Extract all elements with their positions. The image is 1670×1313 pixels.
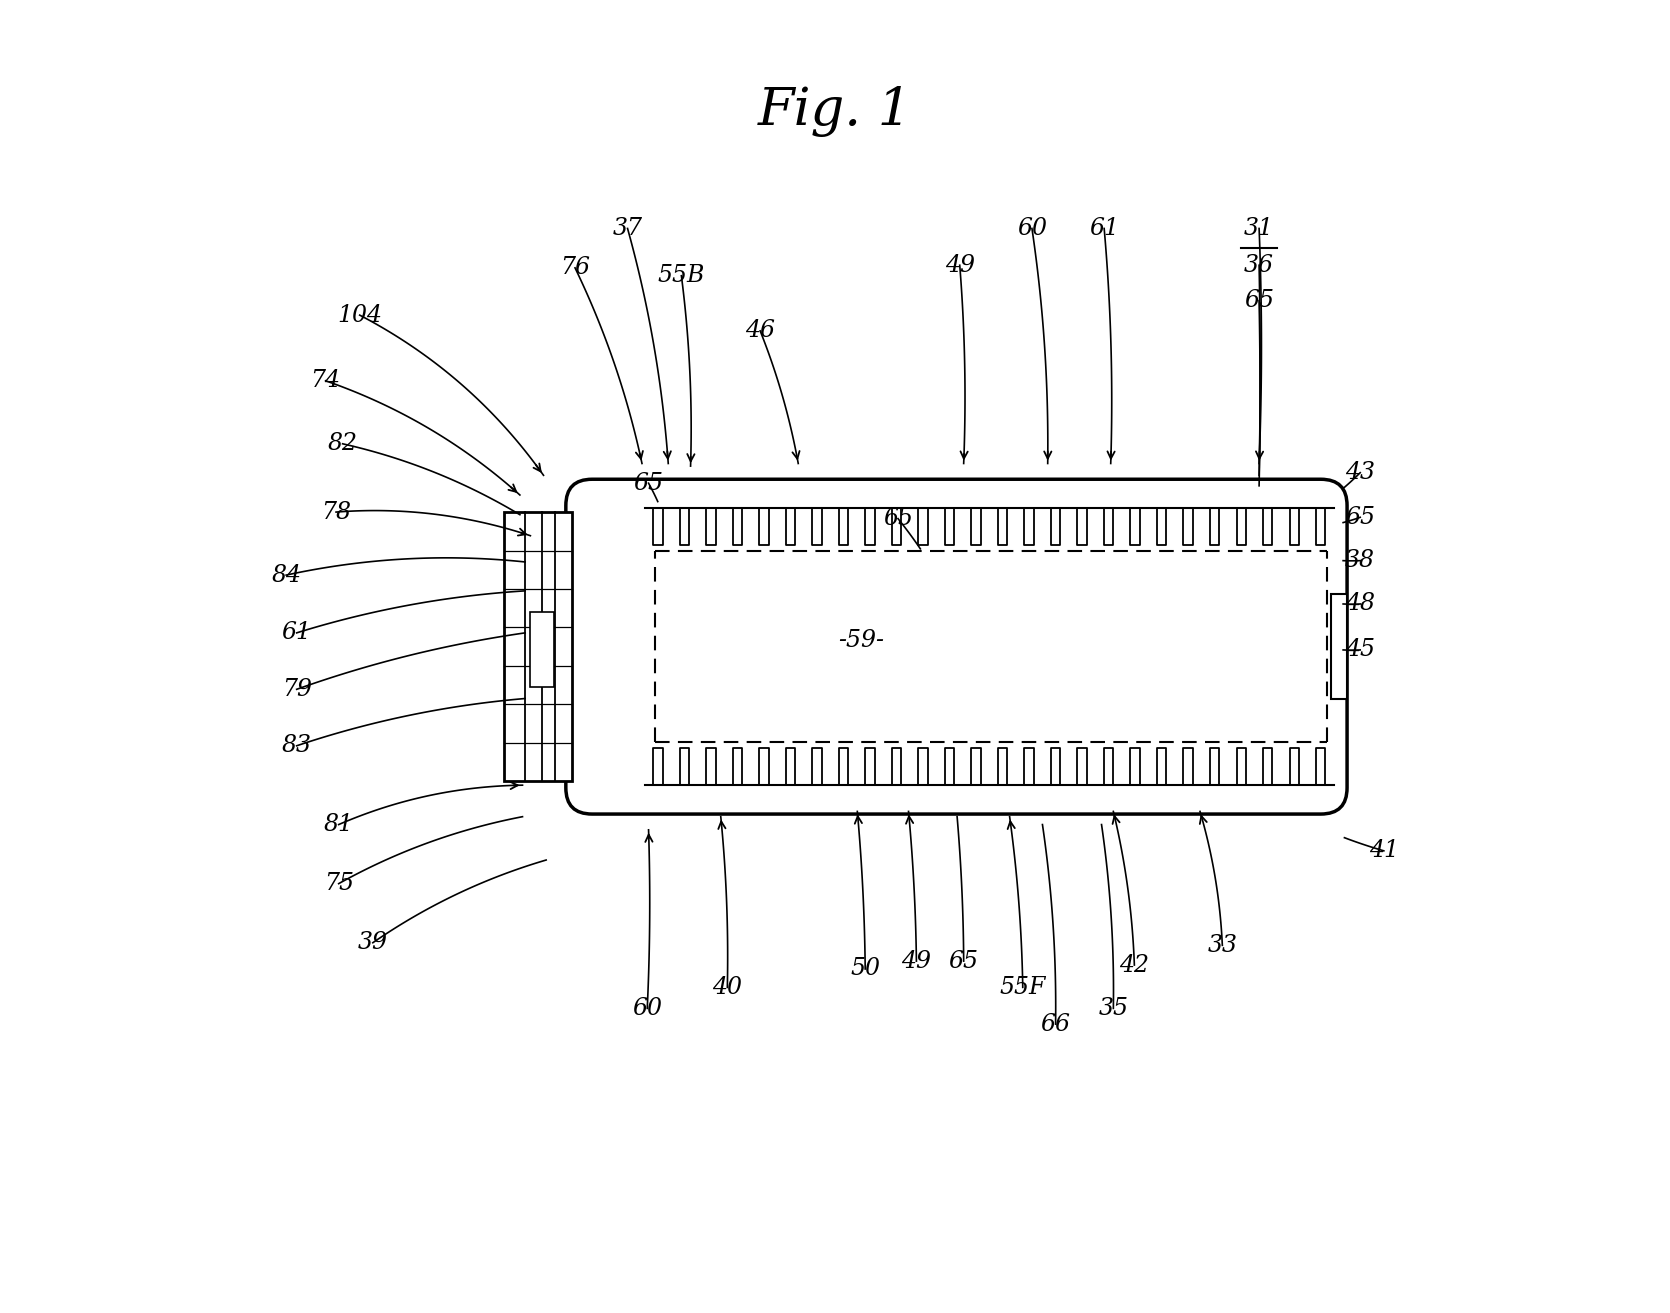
- Text: 46: 46: [745, 319, 775, 343]
- Text: 65: 65: [633, 471, 663, 495]
- Bar: [1331, 593, 1348, 699]
- Text: 66: 66: [1040, 1012, 1070, 1036]
- Text: 104: 104: [337, 303, 382, 327]
- Text: 38: 38: [1346, 549, 1374, 572]
- Bar: [531, 612, 554, 687]
- Text: 61: 61: [1089, 217, 1119, 240]
- Text: 33: 33: [1207, 934, 1237, 957]
- Text: 81: 81: [324, 813, 354, 836]
- Text: 65: 65: [883, 507, 913, 530]
- Text: 35: 35: [1099, 997, 1129, 1020]
- Text: 55F: 55F: [1000, 976, 1045, 999]
- Text: 50: 50: [850, 957, 880, 981]
- Text: Fig. 1: Fig. 1: [758, 87, 912, 137]
- Text: 82: 82: [327, 432, 357, 456]
- Text: 78: 78: [321, 500, 351, 524]
- Bar: [504, 512, 573, 781]
- Text: 31: 31: [1244, 217, 1274, 240]
- Text: -59-: -59-: [838, 629, 883, 653]
- Text: 42: 42: [1119, 953, 1149, 977]
- Text: 60: 60: [633, 997, 663, 1020]
- Text: 41: 41: [1369, 839, 1399, 863]
- Text: 76: 76: [559, 256, 590, 280]
- Text: 83: 83: [282, 734, 312, 758]
- Text: 75: 75: [324, 872, 354, 895]
- Text: 48: 48: [1346, 592, 1374, 616]
- Text: 37: 37: [613, 217, 643, 240]
- Text: 39: 39: [357, 931, 387, 955]
- Text: 40: 40: [713, 976, 743, 999]
- Text: 49: 49: [902, 949, 932, 973]
- Text: 74: 74: [311, 369, 341, 393]
- FancyBboxPatch shape: [566, 479, 1348, 814]
- Text: 84: 84: [271, 563, 301, 587]
- Text: 79: 79: [282, 678, 312, 701]
- Text: 45: 45: [1346, 638, 1374, 662]
- Text: 61: 61: [282, 621, 312, 645]
- Text: 49: 49: [945, 253, 975, 277]
- Text: 65: 65: [949, 949, 979, 973]
- Text: 60: 60: [1017, 217, 1047, 240]
- Text: 55B: 55B: [658, 264, 705, 288]
- Text: 43: 43: [1346, 461, 1374, 484]
- Text: 65: 65: [1346, 506, 1374, 529]
- Text: 36: 36: [1244, 253, 1274, 277]
- Text: 65: 65: [1244, 289, 1274, 312]
